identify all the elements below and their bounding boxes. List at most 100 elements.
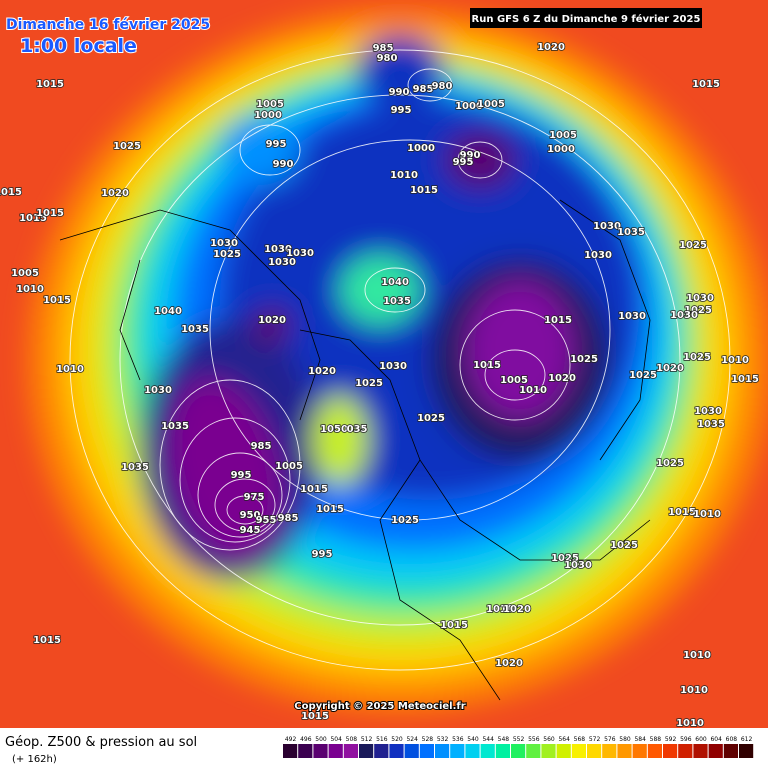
isobar-label: 1030 [593, 221, 621, 232]
isobar-label: 1025 [610, 540, 638, 551]
legend-swatch [708, 744, 723, 758]
isobar-label: 985 [251, 441, 272, 452]
isobar-label: 1010 [693, 509, 721, 520]
isobar-label: 1020 [656, 363, 684, 374]
isobar-label: 975 [244, 492, 265, 503]
isobar-label: 1015 [0, 187, 22, 198]
legend-level: 592 [665, 736, 677, 743]
legend-level: 556 [528, 736, 540, 743]
run-box [470, 8, 702, 28]
isobar-label: 1025 [679, 240, 707, 251]
isobar-label: 1015 [410, 185, 438, 196]
isobar-label: 985 [413, 84, 434, 95]
legend-swatch [374, 744, 389, 758]
isobar-label: 1015 [43, 295, 71, 306]
isobar-label: 1020 [101, 188, 129, 199]
isobar-label: 995 [391, 105, 412, 116]
isobar-label: 1020 [308, 366, 336, 377]
legend-level: 580 [619, 736, 631, 743]
legend-level: 604 [710, 736, 722, 743]
legend-level: 572 [589, 736, 601, 743]
legend-level: 492 [285, 736, 297, 743]
isobar-label: 990 [460, 150, 481, 161]
isobar-label: 1010 [721, 355, 749, 366]
isobar-label: 1050 [320, 424, 348, 435]
isobar-label: 1015 [36, 208, 64, 219]
isobar-label: 1015 [692, 79, 720, 90]
isobar-label: 1035 [161, 421, 189, 432]
isobar-label: 1030 [379, 361, 407, 372]
isobar-label: 1030 [694, 406, 722, 417]
isobar-label: 1025 [355, 378, 383, 389]
legend-level: 536 [452, 736, 464, 743]
legend-swatch [678, 744, 693, 758]
isobar-label: 1025 [213, 249, 241, 260]
isobar-label: 1015 [668, 507, 696, 518]
legend-level: 524 [406, 736, 418, 743]
legend-level: 560 [543, 736, 555, 743]
isobar-label: 1025 [683, 352, 711, 363]
footer-title: Géop. Z500 & pression au sol [5, 735, 197, 750]
legend-swatch [404, 744, 419, 758]
legend-level: 544 [482, 736, 494, 743]
legend-level: 532 [437, 736, 449, 743]
legend-swatch [511, 744, 526, 758]
isobar-label: 1010 [16, 284, 44, 295]
isobar-label: 1015 [731, 374, 759, 385]
isobar-label: 1030 [264, 244, 292, 255]
field [0, 0, 768, 728]
isobar-label: 990 [389, 87, 410, 98]
legend-level: 496 [300, 736, 312, 743]
isobar-label: 1030 [670, 310, 698, 321]
legend-swatch [359, 744, 374, 758]
isobar-label: 1040 [154, 306, 182, 317]
legend-level: 564 [558, 736, 570, 743]
legend-swatch [450, 744, 465, 758]
legend-level: 612 [741, 736, 753, 743]
legend-swatch [663, 744, 678, 758]
legend-level: 600 [695, 736, 707, 743]
isobar-label: 1015 [316, 504, 344, 515]
legend-swatch [465, 744, 480, 758]
isobar-label: 1025 [629, 370, 657, 381]
isobar-label: 1005 [500, 375, 528, 386]
isobar-label: 1020 [548, 373, 576, 384]
isobar-label: 1000 [455, 101, 483, 112]
legend-level: 584 [634, 736, 646, 743]
isobar-label: 1015 [473, 360, 501, 371]
isobar-label: 1010 [390, 170, 418, 181]
isobar-label: 1025 [684, 305, 712, 316]
isobar-label: 1030 [686, 293, 714, 304]
legend-level: 504 [330, 736, 342, 743]
legend-swatch [328, 744, 343, 758]
legend-swatch [617, 744, 632, 758]
isobar-label: 1030 [144, 385, 172, 396]
local-time: 1:00 locale [20, 35, 137, 57]
legend-swatch [389, 744, 404, 758]
legend-level: 588 [650, 736, 662, 743]
legend-swatch [343, 744, 358, 758]
isobar-label: 1035 [121, 462, 149, 473]
isobar-label: 995 [312, 549, 333, 560]
legend-level: 512 [361, 736, 373, 743]
legend-level: 540 [467, 736, 479, 743]
legend-swatch [541, 744, 556, 758]
isobar-label: 980 [432, 81, 453, 92]
isobar-label: 1015 [300, 484, 328, 495]
isobar-label: 1000 [254, 110, 282, 121]
isobar-label: 1010 [486, 604, 514, 615]
legend-swatch [739, 744, 754, 758]
legend-swatch [602, 744, 617, 758]
isobar-label: 1030 [286, 248, 314, 259]
isobar-label: 1010 [680, 685, 708, 696]
isobar-label: 1015 [440, 620, 468, 631]
isobar-label: 1010 [676, 718, 704, 729]
isobar-label: 1020 [258, 315, 286, 326]
legend-level: 528 [422, 736, 434, 743]
isobar-label: 1020 [495, 658, 523, 669]
isobar-label: 035 [347, 424, 368, 435]
legend-swatch [298, 744, 313, 758]
isobar-label: 1025 [570, 354, 598, 365]
legend-swatch [313, 744, 328, 758]
legend-swatch [693, 744, 708, 758]
